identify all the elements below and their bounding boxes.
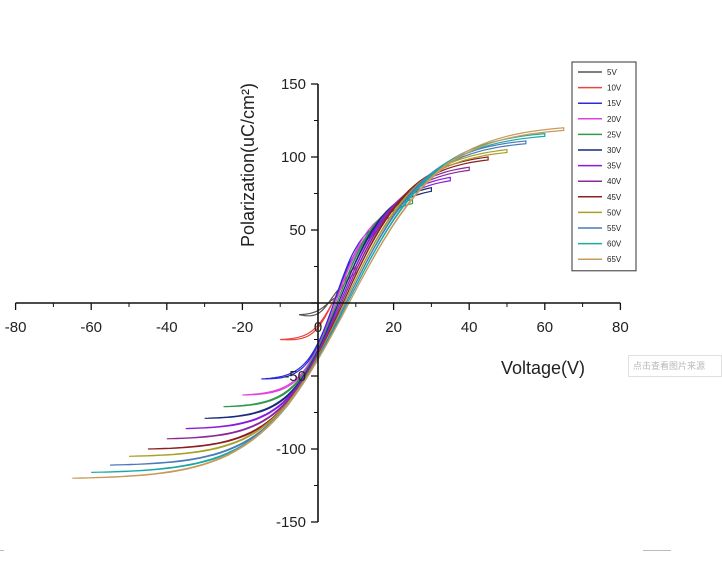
loop-40V: [166, 166, 470, 440]
legend-label: 30V: [607, 146, 622, 155]
image-source-tag[interactable]: 点击查看图片来源: [628, 355, 722, 377]
legend-label: 60V: [607, 240, 622, 249]
loop-30V: [204, 186, 432, 419]
legend-label: 55V: [607, 224, 622, 233]
legend: 5V 10V 15V 20V 25V 30V 35V 40V 45V 50V 55V 60V 65V: [571, 61, 637, 272]
legend-label: 65V: [607, 255, 622, 264]
x-tick-label: 20: [385, 319, 402, 336]
legend-label: 35V: [607, 162, 622, 171]
hysteresis-loops: [72, 127, 565, 479]
legend-box: [571, 61, 637, 272]
legend-label: 5V: [607, 68, 617, 77]
loop-25V: [223, 198, 414, 408]
loop-65V: [72, 127, 565, 479]
loop-50V: [128, 149, 508, 457]
x-tick-label: -80: [5, 319, 27, 336]
x-tick-label: -60: [80, 319, 102, 336]
legend-label: 15V: [607, 99, 622, 108]
loop-35V: [185, 176, 451, 430]
legend-label: 20V: [607, 115, 622, 124]
x-tick-label: -20: [232, 319, 254, 336]
y-tick-label: 150: [281, 76, 306, 93]
x-axis-title: Voltage(V): [501, 358, 585, 378]
y-tick-label: -50: [284, 368, 306, 385]
x-tick-label: 40: [461, 319, 478, 336]
ticks: -80 -60 -40 -20 0 20 40 60 80 -150 -100 -50 50 100 150: [5, 76, 629, 531]
legend-label: 40V: [607, 177, 622, 186]
y-tick-label: 100: [281, 149, 306, 166]
y-tick-label: 50: [289, 222, 306, 239]
x-tick-label: -40: [156, 319, 178, 336]
legend-label: 50V: [607, 208, 622, 217]
y-tick-label: -100: [276, 441, 306, 458]
legend-label: 25V: [607, 130, 622, 139]
legend-label: 10V: [607, 84, 622, 93]
x-tick-label: 80: [612, 319, 629, 336]
loop-45V: [147, 156, 489, 450]
right-corner-mark: [643, 550, 671, 551]
y-tick-label: -150: [276, 514, 306, 531]
x-tick-label: 0: [314, 319, 322, 336]
loop-55V: [110, 140, 527, 466]
left-corner-mark: [0, 550, 4, 551]
legend-label: 45V: [607, 193, 622, 202]
x-tick-label: 60: [536, 319, 553, 336]
y-axis-title: Polarization(uC/cm²): [238, 83, 258, 247]
